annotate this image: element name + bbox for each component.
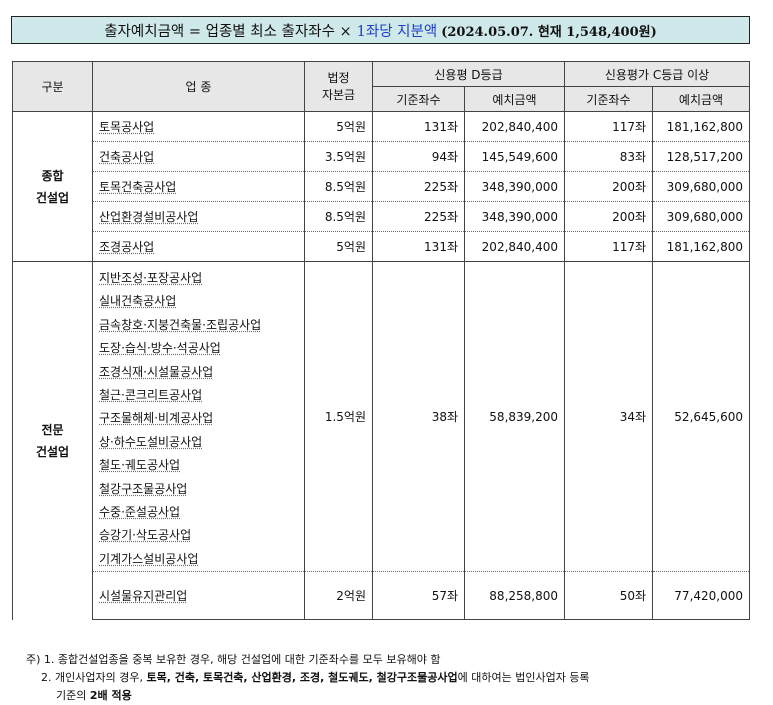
note-2-bold: 토목, 건축, 토목건축, 산업환경, 조경, 철도궤도, 철강구조물공사업 <box>146 671 458 684</box>
d-amount: 202,840,400 <box>463 111 566 142</box>
table-row: 산업환경설비공사업 8.5억원 225좌 348,390,000 200좌 30… <box>13 201 751 232</box>
industry-name: 조경식재·시설물공사업 <box>99 364 214 379</box>
capital: 3.5억원 <box>304 141 373 172</box>
d-amount: 88,258,800 <box>463 571 566 621</box>
table-row: 건축공사업 3.5억원 94좌 145,549,600 83좌 128,517,… <box>13 141 751 172</box>
industry-name: 구조물해체·비계공사업 <box>99 411 214 426</box>
header-capital-line2: 자본금 <box>321 87 356 102</box>
c-units: 117좌 <box>564 231 654 262</box>
industry-name: 조경공사업 <box>99 240 155 254</box>
category-special-line1: 전문 <box>41 422 64 437</box>
industry-name: 건축공사업 <box>99 150 155 164</box>
capital: 8.5억원 <box>304 201 373 232</box>
c-units: 200좌 <box>564 201 654 232</box>
table-row: 토목건축공사업 8.5억원 225좌 348,390,000 200좌 309,… <box>13 171 751 202</box>
c-amount: 128,517,200 <box>652 141 751 172</box>
industry-name: 승강기·삭도공사업 <box>99 528 192 543</box>
industry-name: 시설물유지관리업 <box>99 589 188 604</box>
c-units: 83좌 <box>564 141 654 172</box>
category-general-line1: 종합 <box>41 168 64 183</box>
note-3-bold: 2배 적용 <box>89 689 132 702</box>
d-amount: 145,549,600 <box>463 141 566 172</box>
c-units: 50좌 <box>564 571 654 621</box>
capital: 5억원 <box>304 111 373 142</box>
industry-name: 토목공사업 <box>99 120 155 134</box>
d-units: 38좌 <box>372 260 465 572</box>
industry-name: 상·하수도설비공사업 <box>99 434 203 449</box>
industry-name: 철강구조물공사업 <box>99 481 188 496</box>
note-2-cont: 기준의 2배 적용 <box>26 687 590 705</box>
note-2-suffix: 에 대하여는 법인사업자 등록 <box>457 671 590 684</box>
category-special-line2: 건설업 <box>35 444 70 459</box>
d-units: 131좌 <box>372 111 465 142</box>
header-industry: 업 종 <box>92 61 305 112</box>
d-amount: 58,839,200 <box>463 260 566 572</box>
d-amount: 348,390,000 <box>463 201 566 232</box>
industry-name: 실내건축공사업 <box>99 294 177 309</box>
table-row: 전문 건설업 지반조성·포장공사업 실내건축공사업 금속창호·지붕건축물·조립공… <box>12 260 751 620</box>
industry-name: 철근·콘크리트공사업 <box>99 387 203 402</box>
industry-name: 수중·준설공사업 <box>99 504 181 519</box>
formula-left: 출자예치금액 = 업종별 최소 출자좌수 × <box>104 23 352 40</box>
formula-detail: (2024.05.07. 현재 1,548,400원) <box>441 24 657 40</box>
d-units: 225좌 <box>372 201 465 232</box>
header-d-amount: 예치금액 <box>463 86 566 112</box>
header-c-amount: 예치금액 <box>652 86 751 112</box>
footnotes: 주) 1. 종합건설업종을 중복 보유한 경우, 해당 건설업에 대한 기준좌수… <box>26 651 590 705</box>
industry-name: 토목건축공사업 <box>99 180 177 194</box>
d-amount: 202,840,400 <box>463 231 566 262</box>
industry-name: 산업환경설비공사업 <box>99 210 199 224</box>
table-row: 종합 건설업 토목공사업 5억원 131좌 202,840,400 117좌 1… <box>12 111 751 262</box>
industry-name: 철도·궤도공사업 <box>99 458 181 473</box>
note-2-prefix: 2. 개인사업자의 경우, <box>41 671 143 684</box>
category-special: 전문 건설업 <box>12 260 93 620</box>
capital: 2억원 <box>304 571 373 621</box>
c-amount: 52,645,600 <box>652 260 751 572</box>
industry-name: 도장·습식·방수·석공사업 <box>99 341 221 356</box>
industry-name: 기계가스설비공사업 <box>99 551 199 566</box>
header-grade-d: 신용평 D등급 <box>371 61 566 87</box>
table-row: 조경공사업 5억원 131좌 202,840,400 117좌 181,162,… <box>13 231 751 262</box>
header-capital: 법정 자본금 <box>304 61 373 112</box>
header-grade-c: 신용평가 C등급 이상 <box>564 61 751 87</box>
d-units: 94좌 <box>372 141 465 172</box>
formula-title: 출자예치금액 = 업종별 최소 출자좌수 × 1좌당 지분액 (2024.05.… <box>11 16 750 44</box>
formula-highlight: 1좌당 지분액 <box>356 23 438 40</box>
c-units: 117좌 <box>564 111 654 142</box>
c-amount: 77,420,000 <box>652 571 751 621</box>
header-c-units: 기준좌수 <box>564 86 654 112</box>
capital: 1.5억원 <box>304 260 373 572</box>
note-3-prefix: 기준의 <box>56 689 87 702</box>
d-units: 131좌 <box>372 231 465 262</box>
c-units: 34좌 <box>564 260 654 572</box>
header-capital-line1: 법정 <box>327 70 350 85</box>
note-1: 주) 1. 종합건설업종을 중복 보유한 경우, 해당 건설업에 대한 기준좌수… <box>26 653 441 666</box>
d-amount: 348,390,000 <box>463 171 566 202</box>
category-general: 종합 건설업 <box>12 111 93 262</box>
note-2: 2. 개인사업자의 경우, 토목, 건축, 토목건축, 산업환경, 조경, 철도… <box>26 669 590 687</box>
capital: 8.5억원 <box>304 171 373 202</box>
d-units: 225좌 <box>372 171 465 202</box>
table-row: 시설물유지관리업 2억원 57좌 88,258,800 50좌 77,420,0… <box>13 571 751 621</box>
header-category: 구분 <box>12 61 93 112</box>
special-industry-list: 지반조성·포장공사업 실내건축공사업 금속창호·지붕건축물·조립공사업 도장·습… <box>92 260 305 572</box>
industry-name: 지반조성·포장공사업 <box>99 271 203 285</box>
category-general-line2: 건설업 <box>35 190 70 205</box>
c-units: 200좌 <box>564 171 654 202</box>
header-d-units: 기준좌수 <box>372 86 465 112</box>
c-amount: 309,680,000 <box>652 201 751 232</box>
c-amount: 181,162,800 <box>652 111 751 142</box>
industry-name: 금속창호·지붕건축물·조립공사업 <box>99 317 262 332</box>
deposit-table: 구분 업 종 법정 자본금 신용평 D등급 신용평가 C등급 이상 기준좌수 예… <box>12 61 751 621</box>
d-units: 57좌 <box>372 571 465 621</box>
c-amount: 181,162,800 <box>652 231 751 262</box>
c-amount: 309,680,000 <box>652 171 751 202</box>
capital: 5억원 <box>304 231 373 262</box>
